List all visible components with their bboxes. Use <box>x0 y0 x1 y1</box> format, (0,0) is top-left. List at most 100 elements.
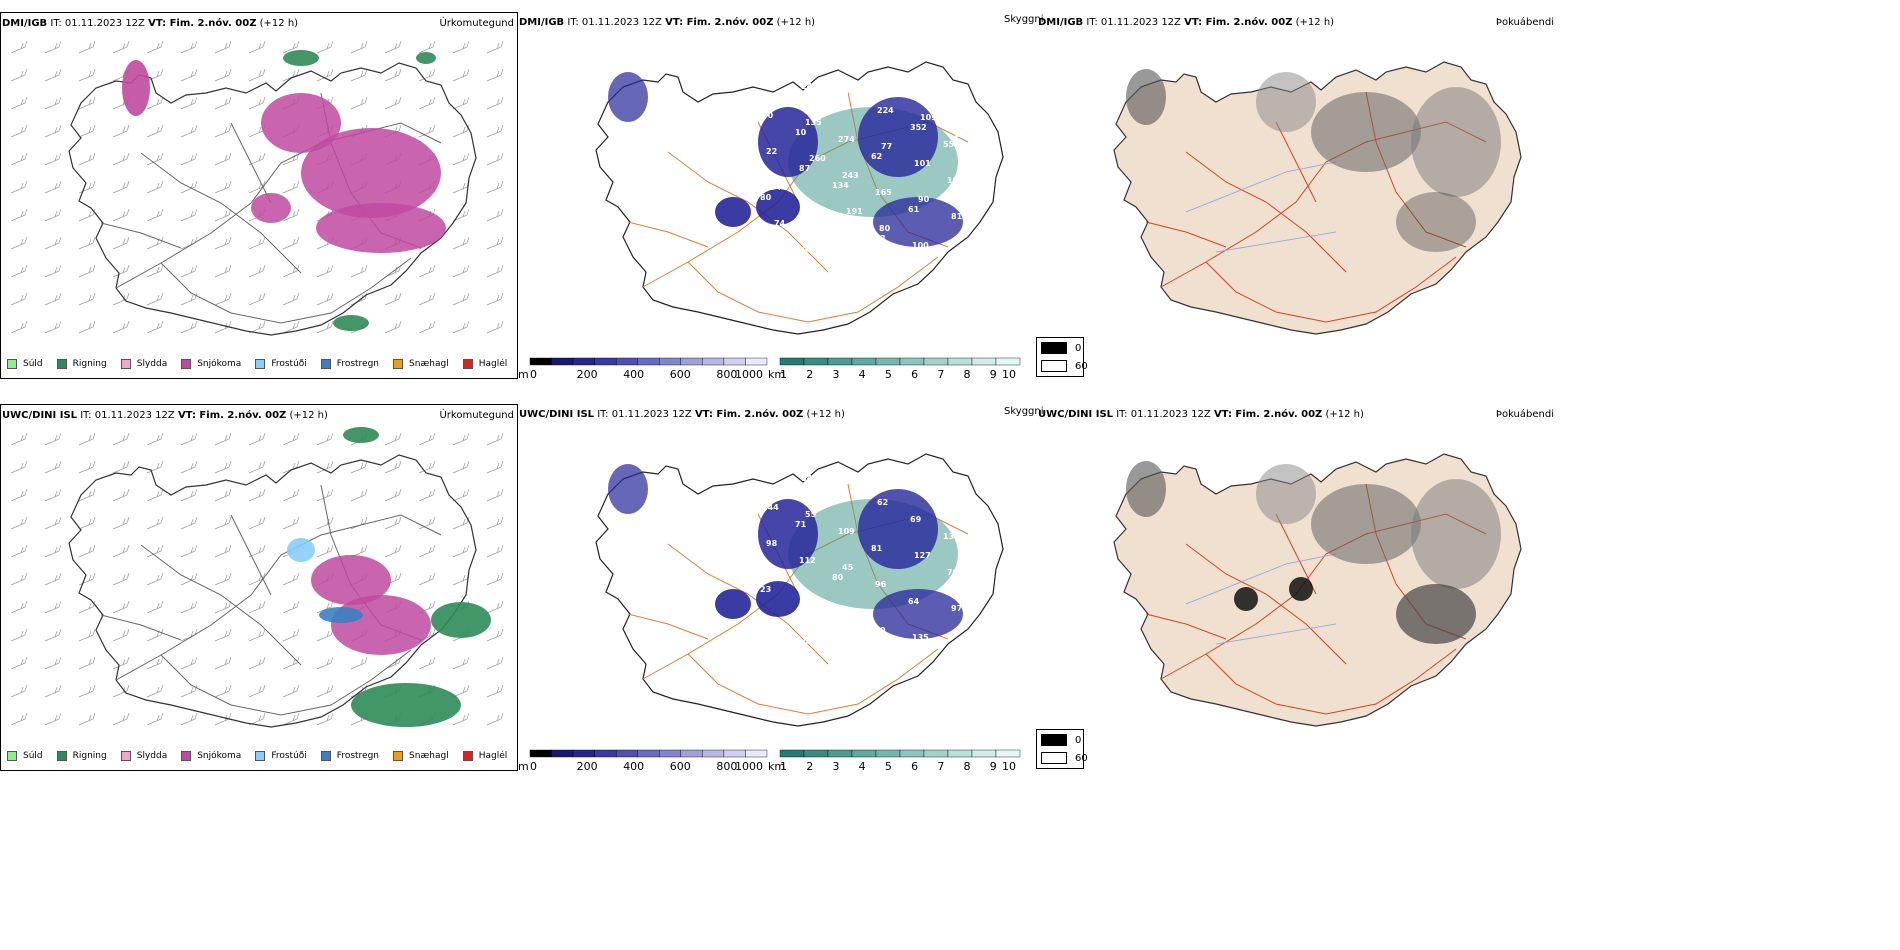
iceland-coastline <box>595 61 1004 335</box>
wind-barbs <box>10 432 504 726</box>
cloud-base-value: 81 <box>871 544 883 553</box>
cloud-base-panel-top: DMI/IGB IT: 01.11.2023 12Z VT: Fim. 2.nó… <box>518 12 1088 381</box>
colorbar-unit: m <box>518 760 529 773</box>
colorbar-tick: 9 <box>990 368 997 381</box>
cloud-base-value: 183 <box>869 234 886 243</box>
cloud-base-area <box>858 489 938 569</box>
legend-label: Snjókoma <box>197 751 242 761</box>
cloud-base-area <box>715 589 751 619</box>
cloud-base-value: 97 <box>951 604 962 613</box>
cloud-base-value: 23 <box>760 585 771 594</box>
cloud-base-panel-bottom: UWC/DINI ISL IT: 01.11.2023 12Z VT: Fim.… <box>518 404 1088 773</box>
legend-label: Snæhagl <box>409 751 449 761</box>
fog-area <box>1234 587 1258 611</box>
colorbar-bin <box>529 749 552 758</box>
colorbar-bin <box>971 749 997 758</box>
cloud-base-value: 68 <box>764 621 776 630</box>
legend-swatch <box>320 751 331 761</box>
legend-item: Snæhagl <box>393 751 449 761</box>
cloud-base-value: 22 <box>766 147 777 156</box>
legend-label: Slydda <box>136 751 168 761</box>
cloud-base-value: 135 <box>912 633 929 642</box>
legend-label: Frostregn <box>336 359 380 369</box>
colorbar-tick: 5 <box>885 368 892 381</box>
colorbar-tick: 3 <box>832 760 839 773</box>
legend-item: Slydda <box>120 359 168 369</box>
cloud-base-value: 135 <box>805 118 822 127</box>
legend-item: Snjókoma <box>181 751 241 761</box>
cloud-base-value: 64 <box>908 597 920 606</box>
panel-header: UWC/DINI ISL IT: 01.11.2023 12Z VT: Fim.… <box>519 409 845 420</box>
fog-area <box>1126 69 1166 125</box>
cloud-base-value: 83 <box>772 101 783 110</box>
black-swatch <box>1041 734 1067 746</box>
cloud-base-value: 71 <box>836 217 848 226</box>
panel-header: UWC/DINI ISL IT: 01.11.2023 12Z VT: Fim.… <box>1038 409 1364 420</box>
river-network <box>1185 553 1337 645</box>
cloud-base-value: 136 <box>873 270 890 279</box>
colorbar-tick: 1000 <box>735 760 763 773</box>
cloud-base-value: 70 <box>945 258 957 267</box>
panel-header: DMI/IGB IT: 01.11.2023 12Z VT: Fim. 2.nó… <box>1038 17 1335 28</box>
cloud-base-value: 352 <box>910 123 927 132</box>
legend-label: Súld <box>23 359 43 369</box>
colorbar-tick: 2 <box>806 760 813 773</box>
cloud-base-value: 109 <box>838 527 855 536</box>
legend-label: Slydda <box>136 359 168 369</box>
colorbar-tick: 5 <box>885 760 892 773</box>
colorbar-bin <box>827 749 853 758</box>
cloud-base-value: 224 <box>949 94 966 103</box>
panel-header: UWC/DINI ISL IT: 01.11.2023 12Z VT: Fim.… <box>2 410 328 421</box>
colorbar-bin <box>680 749 703 758</box>
colorbar-tick: 1000 <box>735 368 763 381</box>
cloud-base-value: 146 <box>836 609 853 618</box>
colorbar-tick: 8 <box>964 760 971 773</box>
iceland-cloud-map: 106 71 80 109 150 133 23 60 71 81 64 84 144 112 146 73 6… <box>595 453 1004 727</box>
cloud-base-value: 57 <box>803 200 814 209</box>
cloud-base-area <box>608 72 648 122</box>
fog-key-box: 0 60 <box>1036 729 1088 769</box>
cloud-base-value: 224 <box>877 106 894 115</box>
cloud-base-value: 96 <box>875 580 887 589</box>
cloud-base-value: 55 <box>805 510 817 519</box>
rain-area <box>333 315 369 331</box>
visibility-colorbar: km1 2 3 4 5 6 7 8 9 10 <box>768 749 1021 773</box>
cloud-base-value: 127 <box>914 551 931 560</box>
rain-area <box>416 52 436 64</box>
iceland-coastline <box>595 453 1004 727</box>
cloud-base-value: 109 <box>949 486 966 495</box>
snow-area <box>331 595 431 655</box>
cloud-base-area <box>756 581 800 617</box>
colorbar-tick: 9 <box>990 760 997 773</box>
cloud-base-value: 19 <box>947 176 959 185</box>
colorbar-bin <box>594 357 617 366</box>
legend-swatch <box>462 359 473 369</box>
colorbar-tick: 0 <box>530 368 537 381</box>
colorbar-tick: 800 <box>716 760 737 773</box>
fog-key-black-label: 0 <box>1075 734 1082 746</box>
cloud-base-value: 77 <box>881 142 892 151</box>
legend-item: Snjókoma <box>181 359 241 369</box>
iceland-precip-map <box>10 427 504 728</box>
iceland-coastline <box>68 454 477 728</box>
wind-barbs <box>10 40 504 334</box>
precip-type-panel-bottom: UWC/DINI ISL IT: 01.11.2023 12Z VT: Fim.… <box>0 404 518 771</box>
colorbar-unit: km <box>768 368 785 381</box>
legend-swatch <box>7 751 17 761</box>
colorbar-tick: 400 <box>623 760 644 773</box>
fog-area <box>1126 461 1166 517</box>
legend-label: Súld <box>23 751 43 761</box>
cloud-base-area <box>858 97 938 177</box>
fog-area <box>1289 577 1313 601</box>
snow-area <box>122 60 150 116</box>
cloud-base-value: 74 <box>774 219 786 228</box>
freezing-drizzle-area <box>287 538 315 562</box>
cloud-base-value: 94 <box>770 183 782 192</box>
fog-area <box>1411 87 1501 197</box>
fog-area <box>1311 92 1421 172</box>
colorbar-bin <box>803 749 829 758</box>
panel-title: Þokuábendi <box>1495 409 1554 420</box>
colorbar-tick: 7 <box>937 368 944 381</box>
cloud-base-value: 10 <box>795 128 807 137</box>
cloud-base-area <box>756 189 800 225</box>
